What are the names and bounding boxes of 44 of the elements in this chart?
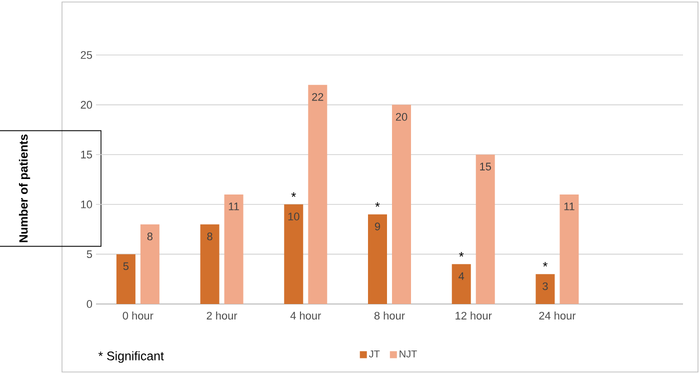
legend-label: NJT	[400, 350, 417, 358]
data-label: 8	[207, 232, 212, 240]
bar	[560, 194, 579, 304]
x-tick-label: 0 hour	[122, 312, 154, 320]
y-tick-label: 10	[81, 200, 92, 208]
annotation: *	[375, 202, 380, 207]
y-tick-label: 15	[81, 150, 92, 158]
annotation: *	[291, 192, 296, 197]
data-label: 4	[458, 272, 464, 280]
data-label: 11	[228, 202, 239, 210]
data-label: 11	[564, 202, 574, 210]
bar	[392, 104, 412, 304]
data-label: 10	[288, 212, 300, 220]
x-tick-label: 4 hour	[290, 312, 321, 320]
bar	[284, 204, 304, 304]
data-label: 5	[123, 262, 129, 270]
x-tick-label: 2 hour	[206, 312, 238, 320]
y-tick-label: 20	[80, 100, 92, 109]
y-tick-label: 0	[86, 300, 92, 308]
text: * Significant	[98, 351, 164, 363]
x-tick-label: 12 hour	[456, 312, 492, 320]
x-tick-label: 8 hour	[374, 312, 405, 320]
y-tick-label: 25	[80, 51, 92, 59]
bar	[200, 224, 220, 304]
data-label: 15	[480, 162, 491, 170]
y-axis-title: Number of patients	[18, 134, 30, 242]
bar	[140, 224, 160, 304]
bar	[476, 154, 495, 304]
bar	[452, 264, 471, 304]
data-label: 9	[374, 222, 380, 230]
annotation: *	[459, 252, 464, 257]
annotation: *	[542, 262, 548, 267]
bar	[536, 274, 555, 304]
legend-label: JT	[369, 350, 380, 358]
bar	[308, 84, 328, 304]
bar	[224, 194, 244, 304]
y-tick-label: 5	[86, 250, 92, 258]
data-label: 3	[542, 282, 548, 290]
x-tick-label: 24 hour	[539, 312, 576, 320]
bar	[116, 254, 136, 304]
bar	[368, 214, 388, 304]
data-label: 22	[312, 93, 324, 101]
data-label: 20	[396, 113, 408, 121]
data-label: 8	[147, 232, 152, 240]
